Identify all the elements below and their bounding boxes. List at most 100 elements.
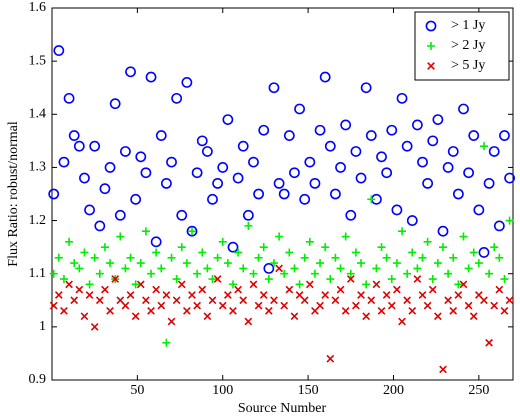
point: [242, 209, 254, 221]
point: [70, 259, 79, 268]
point: [403, 296, 412, 305]
point: [172, 296, 181, 305]
point: [264, 275, 273, 284]
point: [346, 269, 355, 278]
point: [422, 177, 434, 189]
point: [437, 225, 449, 237]
point: [89, 140, 101, 152]
y-axis-label: Flux Ratio: robust/normal: [6, 121, 21, 267]
point: [222, 114, 234, 125]
point: [99, 183, 111, 195]
point: [142, 296, 150, 305]
point: [396, 92, 408, 104]
point: [345, 209, 357, 221]
point: [114, 209, 126, 221]
point: [280, 269, 289, 278]
point: [131, 280, 140, 289]
point: [463, 167, 475, 179]
point: [360, 82, 372, 94]
point: [362, 280, 371, 289]
point: [155, 130, 167, 141]
point: [104, 162, 116, 173]
point: [398, 227, 407, 236]
point: [447, 146, 459, 157]
point: [136, 280, 145, 289]
point: [193, 301, 201, 310]
point: [136, 259, 145, 268]
point: [80, 312, 89, 321]
point: [316, 301, 324, 310]
point: [166, 156, 177, 168]
point: [418, 253, 427, 262]
point: [285, 285, 294, 294]
point: [382, 253, 391, 262]
point: [121, 264, 130, 273]
point: [304, 156, 316, 168]
point: [423, 237, 432, 246]
point: [237, 140, 249, 152]
point: [335, 162, 346, 173]
point: [152, 248, 161, 257]
point: [249, 280, 258, 289]
point: [336, 264, 345, 273]
point: [432, 114, 444, 125]
point: [314, 124, 326, 136]
point: [90, 253, 99, 262]
y-tick-label: 1.2: [29, 213, 47, 228]
point: [140, 167, 152, 179]
point: [116, 232, 125, 241]
point: [438, 243, 447, 252]
point: [331, 253, 340, 262]
point: [196, 135, 208, 147]
point: [464, 301, 473, 310]
point: [406, 215, 418, 226]
point: [372, 264, 381, 273]
point: [289, 167, 300, 179]
point: [150, 236, 162, 248]
x-tick-label: 250: [468, 383, 489, 398]
point: [340, 119, 352, 131]
point: [228, 280, 237, 289]
point: [130, 193, 142, 205]
point: [495, 253, 504, 262]
point: [493, 220, 505, 232]
point: [249, 269, 258, 278]
point: [478, 247, 490, 258]
point: [319, 71, 331, 83]
point: [299, 193, 311, 205]
point: [244, 221, 253, 230]
point: [341, 307, 350, 315]
point: [469, 248, 478, 257]
point: [268, 82, 280, 94]
point: [341, 232, 350, 241]
point: [365, 130, 377, 141]
point: [490, 243, 499, 252]
point: [408, 248, 417, 257]
point: [60, 307, 68, 315]
point: [101, 285, 109, 294]
point: [239, 264, 248, 273]
point: [464, 264, 473, 273]
point: [259, 243, 268, 252]
point: [310, 269, 319, 278]
point: [367, 296, 376, 305]
point: [278, 188, 290, 200]
point: [125, 66, 136, 78]
point: [80, 248, 89, 257]
point: [444, 296, 452, 305]
point: [120, 146, 131, 157]
point: [454, 291, 463, 299]
point: [377, 307, 386, 315]
point: [294, 103, 305, 115]
point: [367, 195, 376, 204]
point: [326, 275, 335, 284]
point: [147, 307, 155, 315]
point: [500, 307, 509, 315]
point: [459, 232, 468, 241]
point: [269, 259, 278, 268]
y-tick-label: 1.4: [29, 107, 47, 122]
point: [232, 172, 244, 184]
point: [157, 301, 166, 310]
point: [305, 280, 314, 289]
point: [398, 317, 406, 326]
